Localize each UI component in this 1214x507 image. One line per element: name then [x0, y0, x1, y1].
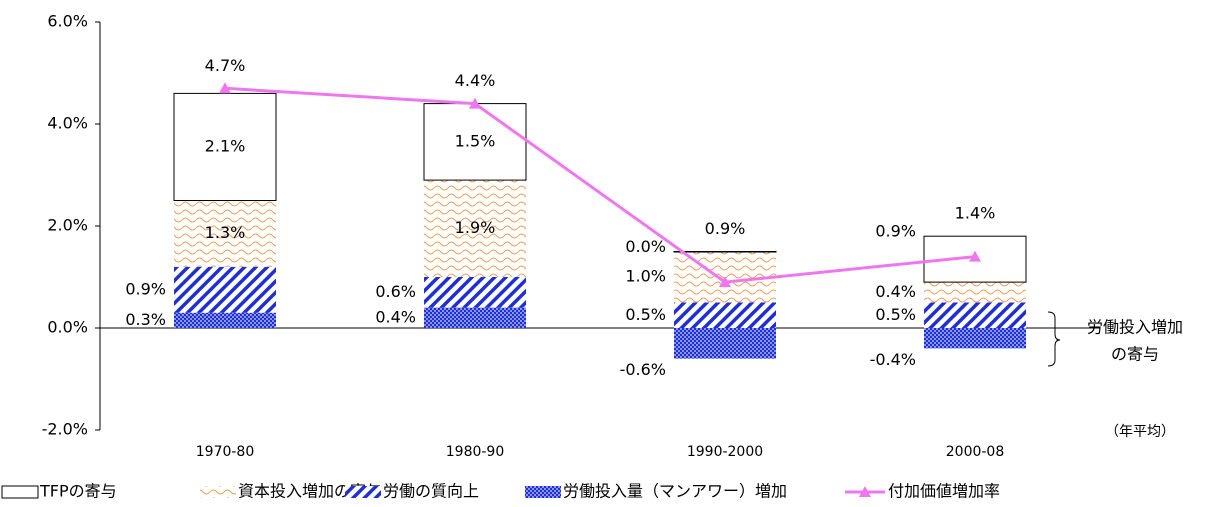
x-tick-label: 1990-2000 — [687, 444, 763, 460]
legend-swatch — [200, 486, 236, 498]
bar-segment — [673, 251, 777, 253]
line-marker — [719, 276, 731, 288]
y-tick-label: -2.0% — [42, 420, 88, 439]
y-tick-label: 2.0% — [47, 216, 88, 235]
bar-segment — [174, 266, 276, 313]
x-tick-label: 1970-80 — [196, 444, 255, 460]
value-label: 0.3% — [125, 310, 166, 329]
value-label: 0.0% — [625, 237, 666, 256]
bar-segment — [924, 302, 1026, 328]
x-tick-label: 2000-08 — [946, 444, 1005, 460]
bracket — [1047, 311, 1061, 367]
line-label: 1.4% — [955, 204, 996, 223]
legend-swatch — [859, 486, 871, 497]
value-label: -0.4% — [870, 350, 916, 369]
bar-segment — [173, 92, 277, 201]
legend-label: 労働の質向上 — [383, 482, 479, 501]
annotation: の寄与 — [1111, 345, 1159, 364]
line-label: 4.4% — [455, 71, 496, 90]
bar-segment — [174, 200, 276, 267]
value-label: 1.9% — [455, 218, 496, 237]
bar-segment — [424, 180, 526, 277]
annotation: 労働投入増加 — [1087, 318, 1183, 337]
legend-swatch — [345, 486, 381, 498]
bar-segment — [924, 328, 1026, 349]
value-label: 0.6% — [375, 282, 416, 301]
line-marker — [219, 82, 231, 94]
bar-segment — [174, 312, 276, 328]
x-tick-label: 1980-90 — [446, 444, 505, 460]
line-marker — [469, 97, 481, 109]
value-label: 0.9% — [875, 222, 916, 241]
legend-label: 労働投入量（マンアワー）増加 — [563, 482, 787, 501]
value-label: 0.5% — [625, 305, 666, 324]
value-label: 2.1% — [205, 136, 246, 155]
bar-segment — [674, 328, 776, 359]
bar-segment — [924, 282, 1026, 303]
bar-segment — [423, 103, 527, 181]
note: （年平均） — [1105, 424, 1175, 440]
bar-segment — [424, 277, 526, 308]
value-label: 0.9% — [125, 279, 166, 298]
line-label: 0.9% — [705, 219, 746, 238]
value-label: 0.5% — [875, 305, 916, 324]
value-label: 0.4% — [875, 282, 916, 301]
y-tick-label: 4.0% — [47, 114, 88, 133]
value-label: 0.4% — [375, 307, 416, 326]
bar-segment — [674, 302, 776, 328]
legend-label: TFPの寄与 — [39, 482, 117, 501]
line-label: 4.7% — [205, 56, 246, 75]
y-tick-label: 0.0% — [47, 318, 88, 337]
bar-segment — [424, 307, 526, 328]
legend-swatch — [525, 486, 561, 498]
value-label: 1.5% — [455, 131, 496, 150]
legend-label: 付加価値増加率 — [888, 482, 1000, 501]
line — [224, 86, 976, 284]
legend-swatch — [1, 485, 39, 499]
value-label: -0.6% — [620, 360, 666, 379]
value-label: 1.0% — [625, 267, 666, 286]
value-label: 1.3% — [205, 223, 246, 242]
line-marker — [969, 250, 981, 262]
y-tick-label: 6.0% — [47, 12, 88, 31]
